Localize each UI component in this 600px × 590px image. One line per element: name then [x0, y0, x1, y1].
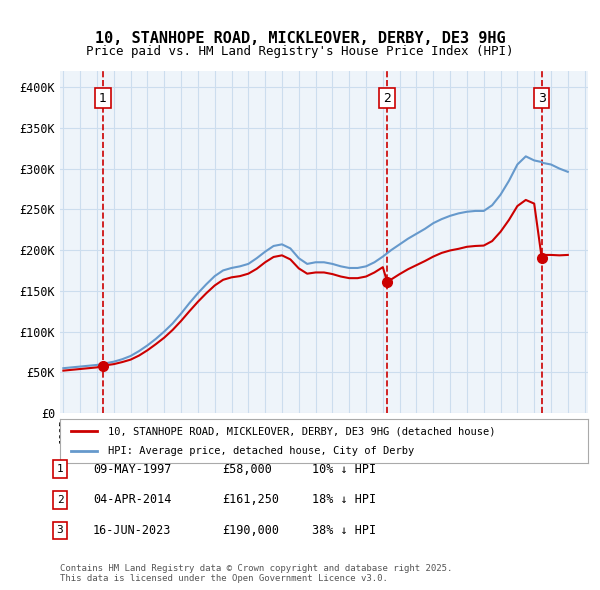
Text: 09-MAY-1997: 09-MAY-1997	[93, 463, 172, 476]
Text: £161,250: £161,250	[222, 493, 279, 506]
Text: 38% ↓ HPI: 38% ↓ HPI	[312, 524, 376, 537]
Text: 16-JUN-2023: 16-JUN-2023	[93, 524, 172, 537]
Text: Contains HM Land Registry data © Crown copyright and database right 2025.
This d: Contains HM Land Registry data © Crown c…	[60, 563, 452, 583]
Text: 18% ↓ HPI: 18% ↓ HPI	[312, 493, 376, 506]
Text: 1: 1	[99, 91, 107, 104]
Text: 2: 2	[383, 91, 391, 104]
Text: 3: 3	[56, 526, 64, 535]
Text: £58,000: £58,000	[222, 463, 272, 476]
Text: £190,000: £190,000	[222, 524, 279, 537]
Text: 10% ↓ HPI: 10% ↓ HPI	[312, 463, 376, 476]
Text: 10, STANHOPE ROAD, MICKLEOVER, DERBY, DE3 9HG: 10, STANHOPE ROAD, MICKLEOVER, DERBY, DE…	[95, 31, 505, 46]
Text: 04-APR-2014: 04-APR-2014	[93, 493, 172, 506]
Text: Price paid vs. HM Land Registry's House Price Index (HPI): Price paid vs. HM Land Registry's House …	[86, 45, 514, 58]
Text: HPI: Average price, detached house, City of Derby: HPI: Average price, detached house, City…	[107, 446, 414, 455]
Text: 2: 2	[56, 495, 64, 504]
Text: 3: 3	[538, 91, 545, 104]
Text: 1: 1	[56, 464, 64, 474]
Text: 10, STANHOPE ROAD, MICKLEOVER, DERBY, DE3 9HG (detached house): 10, STANHOPE ROAD, MICKLEOVER, DERBY, DE…	[107, 427, 495, 436]
